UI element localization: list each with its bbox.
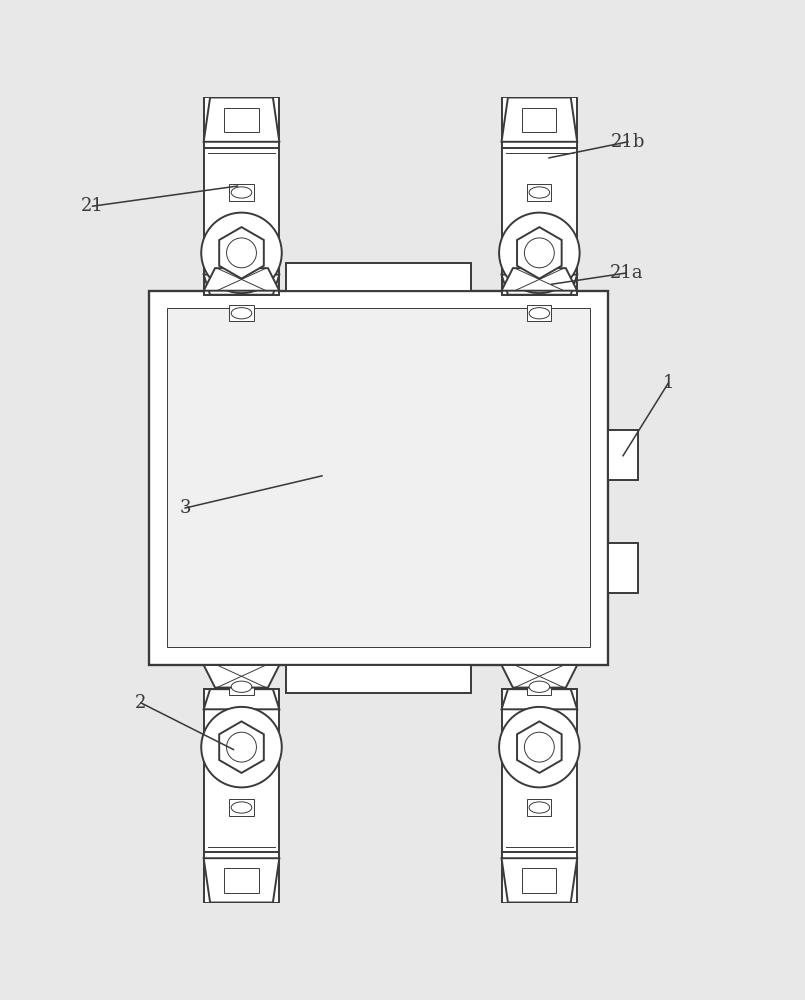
Polygon shape — [219, 721, 264, 773]
Polygon shape — [502, 268, 577, 291]
Ellipse shape — [231, 187, 252, 198]
Circle shape — [499, 213, 580, 293]
Polygon shape — [204, 268, 279, 291]
Ellipse shape — [529, 681, 550, 692]
Text: 21a: 21a — [609, 264, 643, 282]
Bar — [527, 679, 551, 695]
Bar — [229, 799, 254, 816]
Polygon shape — [502, 97, 577, 142]
Polygon shape — [204, 275, 279, 295]
Ellipse shape — [231, 308, 252, 319]
Polygon shape — [502, 665, 577, 688]
Circle shape — [524, 732, 555, 762]
Circle shape — [201, 707, 282, 787]
Circle shape — [226, 732, 257, 762]
Bar — [527, 184, 551, 201]
Bar — [149, 291, 608, 665]
Text: 1: 1 — [663, 374, 674, 392]
Bar — [229, 184, 254, 201]
Ellipse shape — [529, 802, 550, 813]
Bar — [225, 868, 258, 893]
Bar — [286, 263, 471, 291]
Bar — [225, 108, 258, 132]
Polygon shape — [204, 858, 279, 903]
Bar — [527, 799, 551, 816]
Text: 3: 3 — [180, 499, 191, 517]
Text: 21b: 21b — [611, 133, 645, 151]
Bar — [522, 108, 556, 132]
Bar — [229, 305, 254, 321]
Ellipse shape — [231, 802, 252, 813]
Bar — [167, 308, 590, 647]
Bar — [204, 689, 279, 903]
Ellipse shape — [529, 187, 550, 198]
Text: 21: 21 — [81, 197, 104, 215]
Circle shape — [499, 707, 580, 787]
Bar — [608, 430, 638, 480]
Ellipse shape — [529, 308, 550, 319]
Bar — [502, 97, 577, 295]
Polygon shape — [517, 721, 562, 773]
Polygon shape — [502, 689, 577, 709]
Circle shape — [226, 238, 257, 268]
Polygon shape — [204, 97, 279, 142]
Polygon shape — [502, 858, 577, 903]
Circle shape — [524, 238, 555, 268]
Polygon shape — [219, 227, 264, 279]
Bar — [608, 543, 638, 593]
Bar — [522, 868, 556, 893]
Bar — [527, 305, 551, 321]
Bar — [502, 689, 577, 903]
Polygon shape — [502, 275, 577, 295]
Polygon shape — [517, 227, 562, 279]
Polygon shape — [204, 689, 279, 709]
Bar — [204, 97, 279, 295]
Polygon shape — [204, 665, 279, 688]
Ellipse shape — [231, 681, 252, 692]
Bar — [286, 665, 471, 693]
Circle shape — [201, 213, 282, 293]
Text: 2: 2 — [135, 694, 147, 712]
Bar — [229, 679, 254, 695]
